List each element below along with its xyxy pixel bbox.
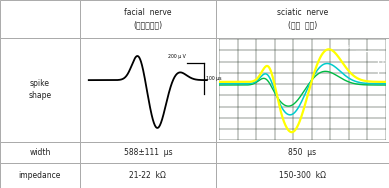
Bar [216,163,389,188]
Bar [80,142,216,163]
Bar [80,38,216,142]
Text: spike
shape: spike shape [28,79,51,100]
Text: 100μs: 100μs [381,60,389,65]
Bar [216,0,389,38]
Bar [0,38,80,142]
Bar [0,163,80,188]
Text: 150-300  kΩ: 150-300 kΩ [279,171,326,180]
Bar [0,0,80,38]
Bar [80,163,216,188]
Text: width: width [29,148,51,157]
Bar [216,142,389,163]
Text: 200 μ V: 200 μ V [168,54,186,59]
Text: 21-22  kΩ: 21-22 kΩ [130,171,166,180]
Text: 100 μs: 100 μs [206,76,222,81]
Text: 588±111  μs: 588±111 μs [123,148,172,157]
Text: impedance: impedance [19,171,61,180]
Bar [0,142,80,163]
Text: facial  nerve
(본연구결과): facial nerve (본연구결과) [124,8,172,29]
Bar [216,38,389,142]
Text: sciatic  nerve
(다른  보고): sciatic nerve (다른 보고) [277,8,328,29]
Text: 850  μs: 850 μs [288,148,317,157]
Bar [80,0,216,38]
Text: 200μV: 200μV [340,44,354,49]
